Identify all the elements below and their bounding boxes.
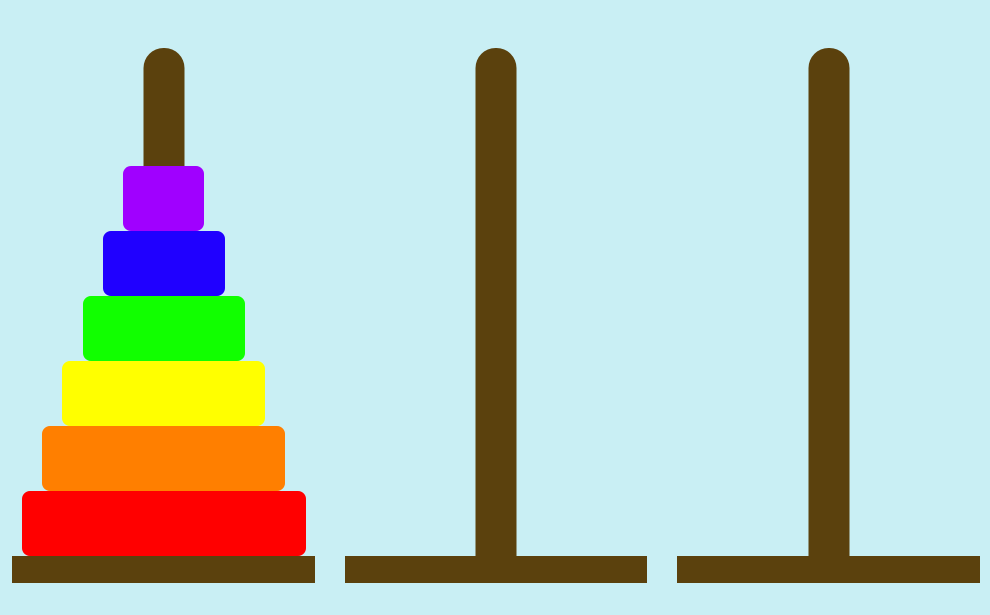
peg-middle[interactable] <box>475 48 517 560</box>
disk-left-5[interactable] <box>103 231 225 296</box>
tower-middle[interactable] <box>345 0 647 615</box>
base-left[interactable] <box>12 556 315 583</box>
tower-left[interactable] <box>12 0 315 615</box>
peg-right[interactable] <box>808 48 849 560</box>
disk-left-2[interactable] <box>42 426 285 491</box>
base-middle[interactable] <box>345 556 647 583</box>
base-right[interactable] <box>677 556 980 583</box>
disk-left-6[interactable] <box>123 166 204 231</box>
disk-left-1[interactable] <box>22 491 306 556</box>
disk-left-4[interactable] <box>83 296 245 361</box>
disk-left-3[interactable] <box>62 361 265 426</box>
tower-right[interactable] <box>677 0 980 615</box>
